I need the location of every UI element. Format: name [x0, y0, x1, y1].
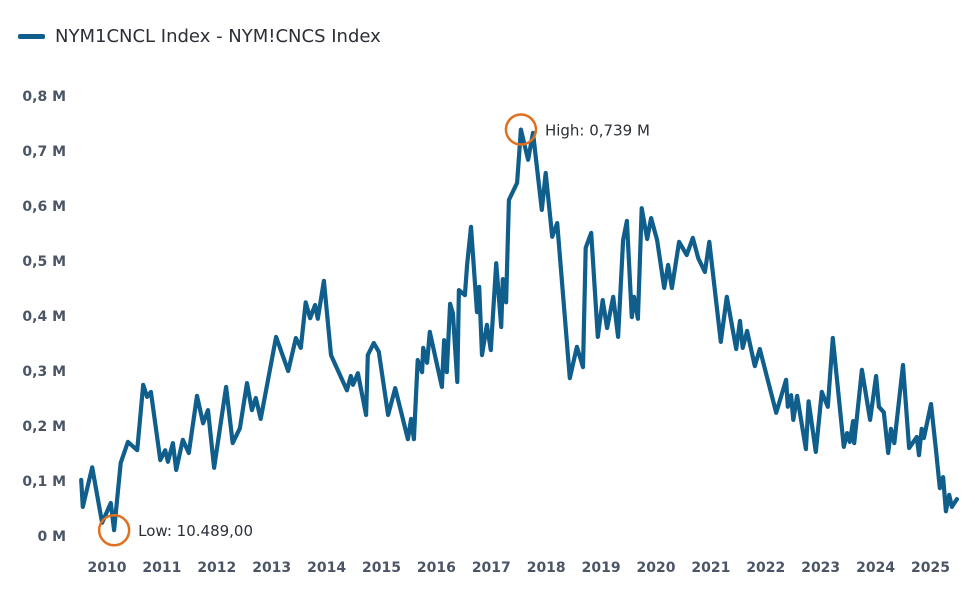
legend: NYM1CNCL Index - NYM!CNCS Index: [18, 26, 381, 47]
high-annotation-label: High: 0,739 M: [545, 122, 650, 140]
y-tick-label: 0,7 M: [22, 144, 66, 160]
x-axis: 2010 2011 2012 2013 2014 2015 2016 2017 2018 2019…: [88, 560, 950, 576]
annotations: High: 0,739 M Low: 10.489,00: [97, 113, 650, 547]
y-tick-label: 0,4 M: [22, 309, 66, 325]
x-tick-label: 2025: [911, 560, 950, 576]
series-lines: [79, 127, 959, 533]
x-tick-label: 2024: [856, 560, 895, 576]
y-tick-label: 0 M: [37, 529, 66, 545]
high-marker-circle: [504, 113, 538, 146]
x-tick-label: 2014: [307, 560, 346, 576]
x-tick-label: 2013: [252, 560, 291, 576]
x-tick-label: 2011: [142, 560, 181, 576]
y-tick-label: 0,5 M: [22, 254, 66, 270]
y-tick-label: 0,6 M: [22, 199, 66, 215]
x-tick-label: 2022: [746, 560, 785, 576]
low-marker-circle: [97, 513, 131, 547]
x-tick-label: 2019: [582, 560, 621, 576]
x-tick-label: 2016: [417, 560, 456, 576]
y-axis: 0 M 0,1 M 0,2 M 0,3 M 0,4 M 0,5 M 0,6 M 0,7 M 0,…: [22, 89, 66, 545]
low-annotation-label: Low: 10.489,00: [138, 522, 253, 540]
x-tick-label: 2015: [362, 560, 401, 576]
x-tick-label: 2021: [691, 560, 730, 576]
x-tick-label: 2018: [527, 560, 566, 576]
x-tick-label: 2012: [197, 560, 236, 576]
y-tick-label: 0,1 M: [22, 474, 66, 490]
series-line: [79, 127, 959, 533]
x-tick-label: 2020: [637, 560, 676, 576]
legend-swatch: [18, 34, 45, 39]
y-tick-label: 0,3 M: [22, 364, 66, 380]
y-tick-label: 0,8 M: [22, 89, 66, 105]
y-tick-label: 0,2 M: [22, 419, 66, 435]
x-tick-label: 2017: [472, 560, 511, 576]
x-tick-label: 2010: [88, 560, 127, 576]
legend-label: NYM1CNCL Index - NYM!CNCS Index: [55, 26, 381, 47]
x-tick-label: 2023: [801, 560, 840, 576]
